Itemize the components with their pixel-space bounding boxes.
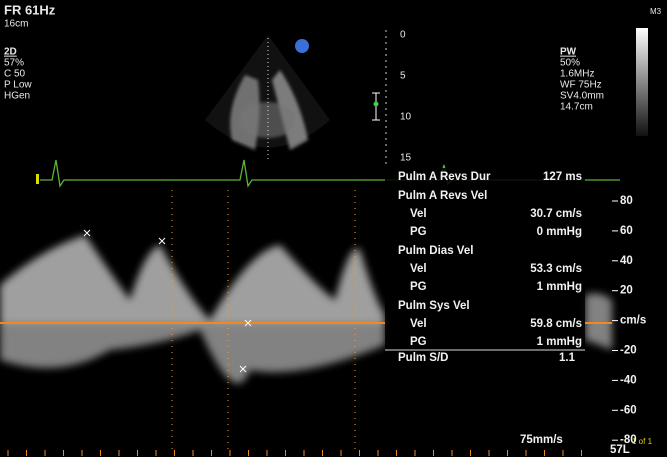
ecg-marker [36, 174, 39, 184]
measurement-value: 53.3 cm/s [530, 263, 582, 275]
velocity-label: 60 [620, 225, 633, 237]
measurement-value: 1.1 [559, 352, 576, 364]
grayscale-bar [636, 28, 648, 136]
ultrasound-screen: FR 61Hz 16cm 2D PW M3 75mm/s 57L 1 of 1 … [0, 0, 667, 457]
velocity-label: 20 [620, 285, 633, 297]
setting: 50% [560, 58, 580, 69]
measurement-value: 1 mmHg [537, 336, 582, 348]
orientation-marker [295, 39, 309, 53]
velocity-label: cm/s [620, 315, 646, 327]
velocity-label: -40 [620, 374, 637, 386]
velocity-label: -80 [620, 434, 637, 446]
depth-label: 10 [400, 112, 412, 123]
mode-label: PW [560, 47, 577, 58]
setting: 14.7cm [560, 102, 593, 113]
measurement-title: Pulm Sys Vel [398, 300, 470, 312]
measurement-label: PG [410, 281, 427, 293]
measurement-label: Vel [410, 263, 427, 275]
measurement-value: 59.8 cm/s [530, 318, 582, 330]
depth: 16cm [4, 19, 28, 30]
measurement-value: 30.7 cm/s [530, 208, 582, 220]
measurement-title: Pulm A Revs Vel [398, 190, 487, 202]
gate-dot [374, 102, 379, 107]
setting: 57% [4, 58, 24, 69]
setting: WF 75Hz [560, 80, 602, 91]
depth-label: 0 [400, 30, 406, 41]
setting: P Low [4, 80, 32, 91]
velocity-label: 80 [620, 195, 633, 207]
measurement-label: Pulm A Revs Dur [398, 171, 491, 183]
mode-label: 2D [4, 47, 17, 58]
measurement-label: Vel [410, 208, 427, 220]
setting: HGen [4, 91, 30, 102]
setting: SV4.0mm [560, 91, 604, 102]
measurement-value: 0 mmHg [537, 226, 582, 238]
velocity-label: -60 [620, 404, 637, 416]
frame-rate: FR 61Hz [4, 2, 56, 17]
measurement-label: Vel [410, 318, 427, 330]
setting: 1.6MHz [560, 69, 594, 80]
velocity-label: 40 [620, 255, 633, 267]
measurement-value: 127 ms [543, 171, 582, 183]
map-label: M3 [650, 7, 662, 16]
sweep-speed: 75mm/s [520, 434, 563, 446]
measurement-label: PG [410, 336, 427, 348]
velocity-label: -20 [620, 345, 637, 357]
setting: C 50 [4, 69, 26, 80]
measurement-label: Pulm S/D [398, 352, 448, 364]
measurement-value: 1 mmHg [537, 281, 582, 293]
depth-label: 5 [400, 71, 406, 82]
depth-label: 15 [400, 153, 412, 164]
measurement-title: Pulm Dias Vel [398, 245, 473, 257]
measurement-label: PG [410, 226, 427, 238]
